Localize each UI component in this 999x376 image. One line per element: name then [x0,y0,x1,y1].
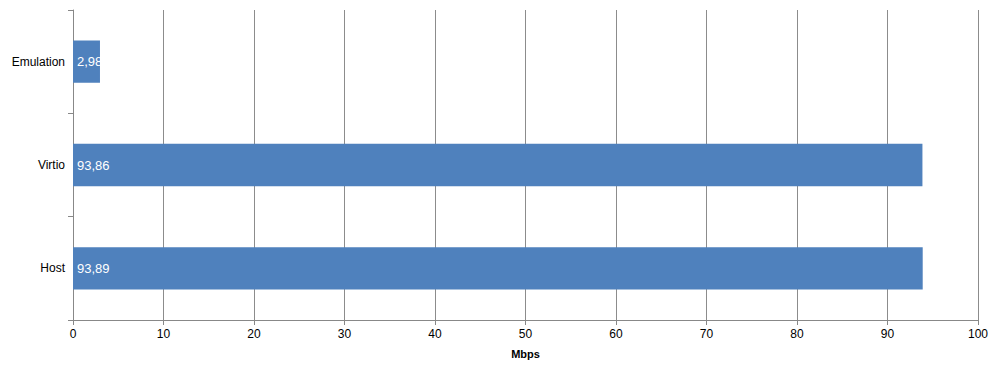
svg-text:30: 30 [338,327,352,341]
svg-text:Emulation: Emulation [12,55,65,69]
svg-text:0: 0 [70,327,77,341]
svg-text:93,86: 93,86 [77,158,110,173]
svg-text:50: 50 [519,327,533,341]
svg-text:2,98: 2,98 [77,54,102,69]
svg-text:20: 20 [247,327,261,341]
svg-text:80: 80 [790,327,804,341]
svg-text:10: 10 [157,327,171,341]
svg-text:Host: Host [40,261,65,275]
svg-text:70: 70 [700,327,714,341]
svg-text:60: 60 [609,327,623,341]
svg-text:100: 100 [968,327,988,341]
svg-text:Virtio: Virtio [38,158,65,172]
svg-text:93,89: 93,89 [77,261,110,276]
svg-text:Mbps: Mbps [511,348,540,360]
svg-text:90: 90 [881,327,895,341]
svg-text:40: 40 [428,327,442,341]
